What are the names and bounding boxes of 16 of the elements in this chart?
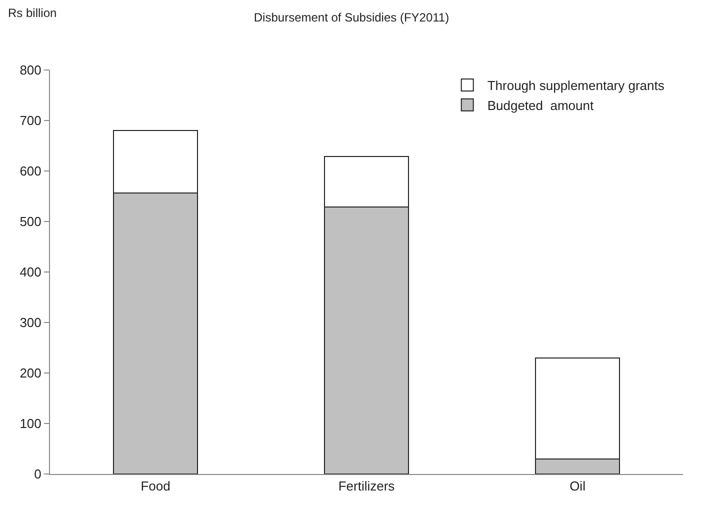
x-tick-label: Fertilizers [338, 478, 396, 494]
y-tick-label: 300 [20, 315, 42, 330]
y-tick-label: 700 [20, 113, 42, 128]
x-tick-label: Food [140, 478, 170, 494]
y-tick-label: 200 [20, 366, 42, 381]
legend-label: Through supplementary grants [487, 78, 665, 94]
y-tick-label: 0 [34, 466, 42, 482]
y-tick-label: 400 [20, 264, 42, 280]
y-tick-label: 800 [20, 62, 42, 78]
y-tick-label: 600 [20, 164, 42, 179]
chart-title: Disbursement of Subsidies (FY2011) [254, 10, 450, 24]
y-axis-title: Rs billion [8, 6, 57, 20]
y-tick-label: 500 [20, 214, 42, 230]
legend-label: Budgeted amount [487, 98, 594, 113]
x-tick-label: Oil [570, 478, 586, 494]
y-tick-label: 100 [20, 416, 42, 432]
